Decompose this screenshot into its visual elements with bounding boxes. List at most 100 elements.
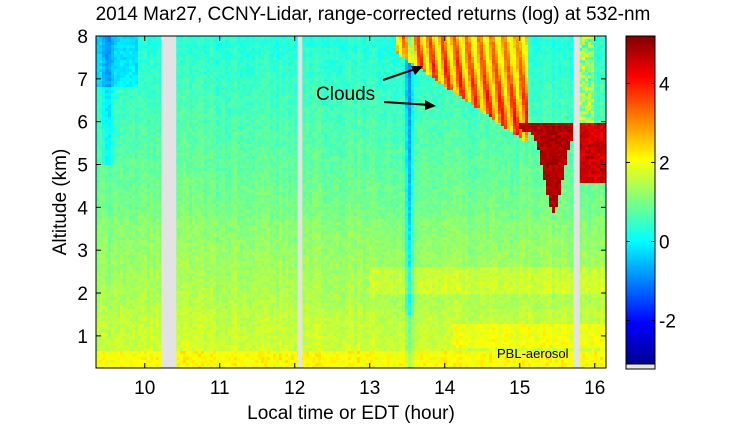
heatmap-cell bbox=[99, 246, 102, 249]
heatmap-cell bbox=[210, 126, 213, 129]
heatmap-cell bbox=[210, 336, 213, 339]
heatmap-cell bbox=[222, 195, 225, 198]
heatmap-cell bbox=[117, 339, 120, 342]
heatmap-cell bbox=[144, 330, 147, 333]
heatmap-cell bbox=[141, 354, 144, 357]
heatmap-cell bbox=[219, 174, 222, 177]
heatmap-cell bbox=[198, 114, 201, 117]
heatmap-cell bbox=[210, 57, 213, 60]
heatmap-cell bbox=[183, 192, 186, 195]
heatmap-cell bbox=[156, 102, 159, 105]
heatmap-cell bbox=[114, 327, 117, 330]
heatmap-cell bbox=[183, 60, 186, 63]
heatmap-cell bbox=[132, 252, 135, 255]
heatmap-cell bbox=[216, 246, 219, 249]
heatmap-cell bbox=[117, 243, 120, 246]
heatmap-cell bbox=[126, 336, 129, 339]
heatmap-cell bbox=[102, 60, 105, 63]
heatmap-cell bbox=[204, 291, 207, 294]
heatmap-cell bbox=[153, 318, 156, 321]
heatmap-cell bbox=[177, 213, 180, 216]
heatmap-cell bbox=[204, 105, 207, 108]
heatmap-cell bbox=[228, 237, 231, 240]
heatmap-cell bbox=[141, 252, 144, 255]
heatmap-cell bbox=[210, 252, 213, 255]
heatmap-cell bbox=[123, 45, 126, 48]
heatmap-cell bbox=[210, 261, 213, 264]
heatmap-cell bbox=[99, 156, 102, 159]
heatmap-cell bbox=[216, 168, 219, 171]
heatmap-cell bbox=[189, 288, 192, 291]
heatmap-cell bbox=[192, 69, 195, 72]
heatmap-cell bbox=[114, 48, 117, 51]
heatmap-cell bbox=[219, 99, 222, 102]
heatmap-cell bbox=[177, 270, 180, 273]
heatmap-cell bbox=[222, 291, 225, 294]
heatmap-cell bbox=[207, 141, 210, 144]
heatmap-cell bbox=[129, 132, 132, 135]
heatmap-cell bbox=[180, 306, 183, 309]
heatmap-cell bbox=[108, 177, 111, 180]
heatmap-cell bbox=[126, 87, 129, 90]
heatmap-cell bbox=[132, 69, 135, 72]
heatmap-cell bbox=[228, 363, 231, 366]
heatmap-cell bbox=[117, 264, 120, 267]
heatmap-cell bbox=[156, 93, 159, 96]
heatmap-cell bbox=[198, 315, 201, 318]
heatmap-cell bbox=[213, 231, 216, 234]
heatmap-cell bbox=[102, 186, 105, 189]
heatmap-cell bbox=[228, 45, 231, 48]
heatmap-cell bbox=[129, 108, 132, 111]
heatmap-cell bbox=[138, 165, 141, 168]
heatmap-cell bbox=[141, 123, 144, 126]
heatmap-cell bbox=[204, 339, 207, 342]
heatmap-cell bbox=[216, 102, 219, 105]
heatmap-cell bbox=[210, 216, 213, 219]
heatmap-cell bbox=[204, 45, 207, 48]
heatmap-cell bbox=[228, 225, 231, 228]
heatmap-cell bbox=[102, 249, 105, 252]
heatmap-cell bbox=[183, 81, 186, 84]
heatmap-cell bbox=[228, 339, 231, 342]
heatmap-cell bbox=[201, 183, 204, 186]
heatmap-cell bbox=[177, 120, 180, 123]
heatmap-cell bbox=[120, 111, 123, 114]
heatmap-cell bbox=[147, 279, 150, 282]
heatmap-cell bbox=[144, 165, 147, 168]
heatmap-cell bbox=[102, 282, 105, 285]
heatmap-cell bbox=[219, 126, 222, 129]
heatmap-cell bbox=[192, 207, 195, 210]
heatmap-cell bbox=[138, 216, 141, 219]
heatmap-cell bbox=[138, 267, 141, 270]
heatmap-cell bbox=[195, 237, 198, 240]
heatmap-cell bbox=[123, 105, 126, 108]
heatmap-cell bbox=[222, 330, 225, 333]
heatmap-cell bbox=[207, 264, 210, 267]
heatmap-cell bbox=[126, 348, 129, 351]
heatmap-cell bbox=[123, 135, 126, 138]
heatmap-cell bbox=[105, 153, 108, 156]
heatmap-cell bbox=[198, 57, 201, 60]
heatmap-cell bbox=[129, 291, 132, 294]
heatmap-cell bbox=[213, 210, 216, 213]
heatmap-cell bbox=[210, 162, 213, 165]
heatmap-cell bbox=[204, 246, 207, 249]
heatmap-cell bbox=[126, 288, 129, 291]
heatmap-cell bbox=[102, 294, 105, 297]
heatmap-cell bbox=[192, 357, 195, 360]
heatmap-cell bbox=[102, 87, 105, 90]
heatmap-cell bbox=[123, 348, 126, 351]
heatmap-cell bbox=[210, 198, 213, 201]
heatmap-cell bbox=[129, 66, 132, 69]
heatmap-cell bbox=[219, 78, 222, 81]
heatmap-cell bbox=[153, 228, 156, 231]
heatmap-cell bbox=[198, 174, 201, 177]
heatmap-cell bbox=[108, 96, 111, 99]
heatmap-cell bbox=[111, 240, 114, 243]
heatmap-cell bbox=[216, 189, 219, 192]
heatmap-cell bbox=[216, 186, 219, 189]
heatmap-cell bbox=[192, 159, 195, 162]
heatmap-cell bbox=[147, 270, 150, 273]
heatmap-cell bbox=[147, 234, 150, 237]
heatmap-cell bbox=[126, 327, 129, 330]
